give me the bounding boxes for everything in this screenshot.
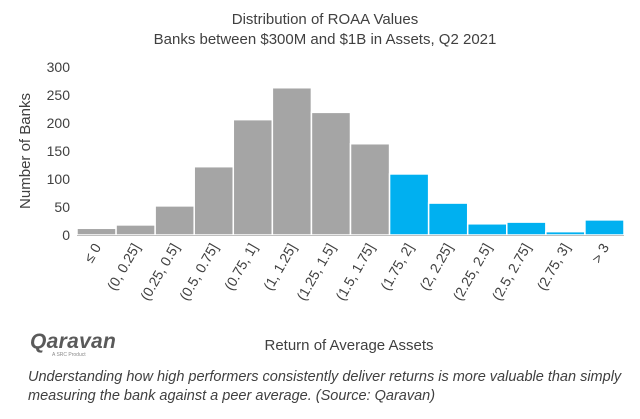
bar bbox=[154, 205, 195, 236]
bar bbox=[232, 118, 274, 236]
bar bbox=[466, 223, 508, 236]
y-tick-label: 150 bbox=[47, 143, 71, 159]
bar bbox=[506, 221, 547, 236]
logo-tagline: A SRC Product bbox=[52, 352, 86, 358]
x-tick-label: (2.5, 2.75] bbox=[489, 241, 534, 304]
bar bbox=[76, 227, 117, 236]
x-tick-label: > 3 bbox=[588, 240, 612, 265]
chart-title: Distribution of ROAA Values bbox=[232, 11, 418, 28]
y-tick-label: 0 bbox=[62, 227, 70, 243]
bar bbox=[310, 111, 352, 236]
x-tick-label: ≤ 0 bbox=[81, 240, 105, 265]
y-axis-ticks: 0 50 100 150 200 250 300 bbox=[47, 59, 71, 243]
x-axis-labels: ≤ 0 (0, 0.25](0.25, 0.5](0.5, 0.75] (0.75,… bbox=[81, 240, 613, 303]
y-tick-label: 50 bbox=[54, 199, 70, 215]
x-tick-label: (2.75, 3] bbox=[533, 241, 573, 293]
bar bbox=[193, 165, 235, 236]
x-tick-label: (2, 2.25] bbox=[416, 241, 456, 293]
bar bbox=[584, 219, 625, 236]
x-tick-label: (1, 1.25] bbox=[260, 241, 300, 293]
x-tick-label: (1.5, 1.75] bbox=[332, 241, 377, 304]
bar bbox=[427, 202, 469, 236]
x-tick-label: (0.25, 0.5] bbox=[137, 241, 182, 304]
bar bbox=[388, 173, 430, 236]
y-tick-label: 100 bbox=[47, 171, 71, 187]
x-tick-label: (0.5, 0.75] bbox=[176, 241, 221, 304]
x-axis-label: Return of Average Assets bbox=[265, 337, 434, 354]
roaa-histogram: Distribution of ROAA Values Banks betwee… bbox=[17, 11, 625, 354]
x-tick-label: (2.25, 2.5] bbox=[449, 241, 494, 304]
y-tick-label: 200 bbox=[47, 115, 71, 131]
chart-subtitle: Banks between $300M and $1B in Assets, Q… bbox=[154, 31, 497, 48]
bar bbox=[115, 224, 156, 236]
y-tick-label: 300 bbox=[47, 59, 71, 75]
qaravan-logo: Qaravan A SRC Product bbox=[30, 330, 150, 360]
bar bbox=[545, 230, 586, 236]
y-axis-label: Number of Banks bbox=[17, 93, 34, 209]
bars bbox=[76, 86, 625, 236]
x-tick-label: (1.25, 1.5] bbox=[293, 241, 338, 304]
bar bbox=[349, 142, 391, 236]
x-tick-label: (1.75, 2] bbox=[377, 241, 417, 293]
y-tick-label: 250 bbox=[47, 87, 71, 103]
x-tick-label: (0, 0.25] bbox=[104, 241, 144, 293]
logo-wordmark: Qaravan bbox=[30, 330, 117, 353]
chart-caption: Understanding how high performers consis… bbox=[28, 369, 622, 404]
x-tick-label: (0.75, 1] bbox=[221, 241, 261, 293]
bar bbox=[271, 86, 313, 236]
